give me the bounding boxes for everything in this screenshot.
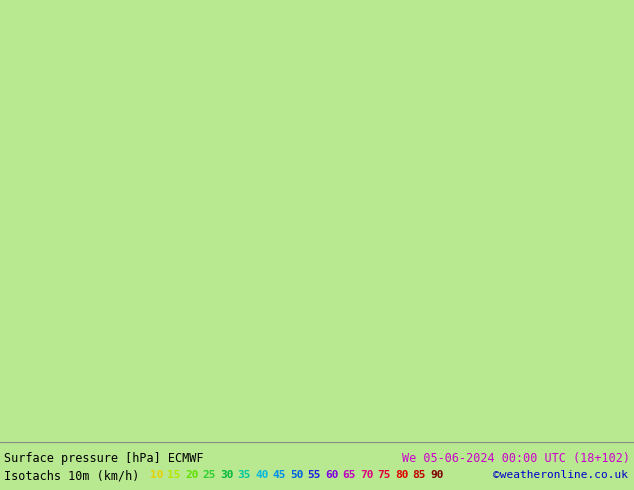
Text: 25: 25 [202,470,216,480]
Text: 20: 20 [185,470,198,480]
Text: 40: 40 [255,470,269,480]
Text: Isotachs 10m (km/h): Isotachs 10m (km/h) [4,470,139,483]
Text: 60: 60 [325,470,339,480]
Text: 15: 15 [167,470,181,480]
Text: 65: 65 [342,470,356,480]
Text: Surface pressure [hPa] ECMWF: Surface pressure [hPa] ECMWF [4,452,204,465]
Text: 85: 85 [413,470,426,480]
Text: 55: 55 [307,470,321,480]
Text: We 05-06-2024 00:00 UTC (18+102): We 05-06-2024 00:00 UTC (18+102) [402,452,630,465]
Text: 75: 75 [377,470,391,480]
Text: 45: 45 [273,470,286,480]
Text: 80: 80 [395,470,408,480]
Text: 35: 35 [238,470,251,480]
Text: 30: 30 [220,470,233,480]
Text: 10: 10 [150,470,164,480]
Text: 50: 50 [290,470,304,480]
Text: 70: 70 [360,470,373,480]
Text: ©weatheronline.co.uk: ©weatheronline.co.uk [493,470,628,480]
Text: 90: 90 [430,470,444,480]
